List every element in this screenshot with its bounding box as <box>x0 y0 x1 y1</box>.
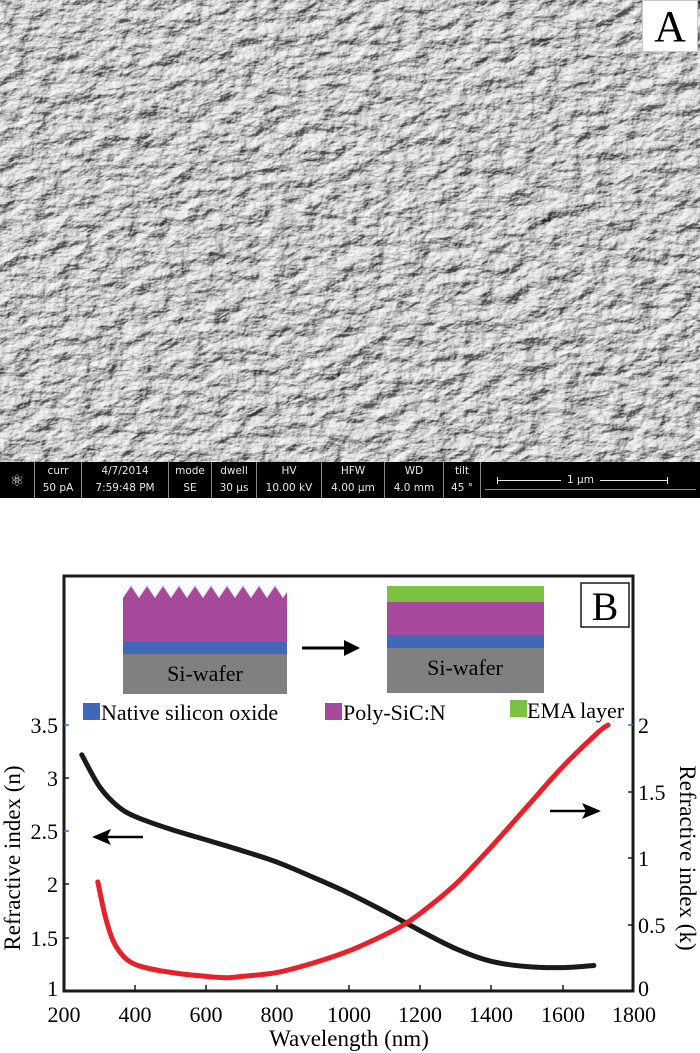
schematic-before: Si-wafer <box>123 586 287 694</box>
legend-label-oxide: Native silicon oxide <box>101 700 278 725</box>
schematic-after: Si-wafer <box>387 586 544 693</box>
info-value: 7:59:48 PM <box>95 482 155 494</box>
info-datetime: 4/7/2014 7:59:48 PM <box>82 462 169 498</box>
x-tick-label: 1600 <box>541 1002 585 1027</box>
oxide-layer <box>123 642 287 654</box>
y-tick-label: 3 <box>47 766 58 791</box>
y-tick-label: 2 <box>47 872 58 897</box>
info-tilt: tilt 45 ° <box>444 462 481 498</box>
si-wafer-before <box>123 654 287 694</box>
transform-arrow-icon <box>302 640 360 656</box>
x-tick-label: 200 <box>48 1002 81 1027</box>
x-tick-label: 600 <box>190 1002 223 1027</box>
info-wd: WD 4.0 mm <box>385 462 444 498</box>
poly-sic-layer <box>387 602 544 635</box>
info-label: curr <box>47 465 69 477</box>
y-tick-label: 2.5 <box>31 819 59 844</box>
info-label: tilt <box>454 465 470 477</box>
x-tick-label: 1200 <box>398 1002 442 1027</box>
y2-tick-label: 1 <box>638 846 649 871</box>
legend-label-ema: EMA layer <box>527 698 625 723</box>
info-dwell: dwell 30 µs <box>212 462 257 498</box>
si-wafer-label-after: Si-wafer <box>427 655 503 680</box>
info-label: dwell <box>220 465 248 477</box>
y-tick-label: 1 <box>47 976 58 1001</box>
info-label: WD <box>404 465 424 477</box>
y-axis-title-left: Refractive index (n) <box>0 765 25 950</box>
right-axis <box>628 724 633 926</box>
sem-image-panel: A <box>0 0 700 462</box>
y-axis-title-right: Refractive index (k) <box>675 765 700 950</box>
x-tick-label: 1400 <box>469 1002 513 1027</box>
scale-bar-label: 1 µm <box>561 473 600 486</box>
panel-label-b-box <box>580 582 630 628</box>
y2-tick-label: 2 <box>638 713 649 738</box>
y-tick-label: 1.5 <box>31 926 59 951</box>
info-label: HV <box>281 465 297 477</box>
info-value: 4.0 mm <box>393 482 435 494</box>
x-tick-label: 1000 <box>327 1002 371 1027</box>
left-axis-arrow-icon <box>92 829 143 845</box>
info-hfw: HFW 4.00 µm <box>322 462 385 498</box>
oxide-layer <box>387 635 544 648</box>
legend-swatch-ema <box>510 700 527 717</box>
scale-bar-cell: 1 µm <box>481 462 700 498</box>
info-mode: mode SE <box>169 462 212 498</box>
ema-layer <box>387 586 544 602</box>
left-axis-labels: 3.5 3 2.5 2 1.5 1 <box>31 713 59 1001</box>
left-axis <box>64 724 69 939</box>
info-curr: curr 50 pA <box>35 462 82 498</box>
sem-micrograph <box>0 0 700 462</box>
series-n-curve <box>79 752 597 971</box>
info-value: 50 pA <box>42 482 74 494</box>
info-value: 10.00 kV <box>265 482 313 494</box>
x-tick-label: 800 <box>261 1002 294 1027</box>
info-value: 30 µs <box>219 482 249 494</box>
x-axis-title: Wavelength (nm) <box>269 1026 429 1051</box>
schematic-legend: Native silicon oxide Poly-SiC:N EMA laye… <box>83 698 625 725</box>
x-tick-label: 1800 <box>612 1002 656 1027</box>
info-value: 45 ° <box>451 482 473 494</box>
si-wafer-label-before: Si-wafer <box>167 661 243 686</box>
right-axis-arrow-icon <box>550 803 601 819</box>
refractive-index-chart: B Si-wafer Si-wafer Native silicon oxide… <box>0 574 700 1051</box>
right-axis-labels: 2 1.5 1 0.5 0 <box>638 713 666 1001</box>
legend-swatch-poly-sic <box>325 703 342 720</box>
poly-sic-layer-rough <box>123 586 287 651</box>
info-label: HFW <box>340 465 366 477</box>
x-tick-label: 400 <box>119 1002 152 1027</box>
y2-tick-label: 0.5 <box>638 913 666 938</box>
y2-tick-label: 0 <box>638 976 649 1001</box>
info-label: mode <box>175 465 205 477</box>
panel-label-b: B <box>592 584 619 629</box>
info-value: SE <box>183 482 197 494</box>
legend-swatch-oxide <box>83 703 100 720</box>
info-hv: HV 10.00 kV <box>257 462 322 498</box>
x-axis <box>134 985 564 991</box>
y-tick-label: 3.5 <box>31 713 59 738</box>
info-value: 4.00 µm <box>331 482 375 494</box>
panel-label-a: A <box>642 0 698 52</box>
atom-logo-icon: ⚛ <box>0 462 35 498</box>
y2-tick-label: 1.5 <box>638 780 666 805</box>
info-label: 4/7/2014 <box>101 465 149 477</box>
x-axis-labels: 200 400 600 800 1000 1200 1400 1600 1800 <box>48 1002 657 1027</box>
sem-info-bar: ⚛ curr 50 pA 4/7/2014 7:59:48 PM mode SE… <box>0 462 700 498</box>
series-k-curve <box>95 722 611 981</box>
legend-label-poly-sic: Poly-SiC:N <box>343 700 446 725</box>
si-wafer-after <box>387 648 544 693</box>
